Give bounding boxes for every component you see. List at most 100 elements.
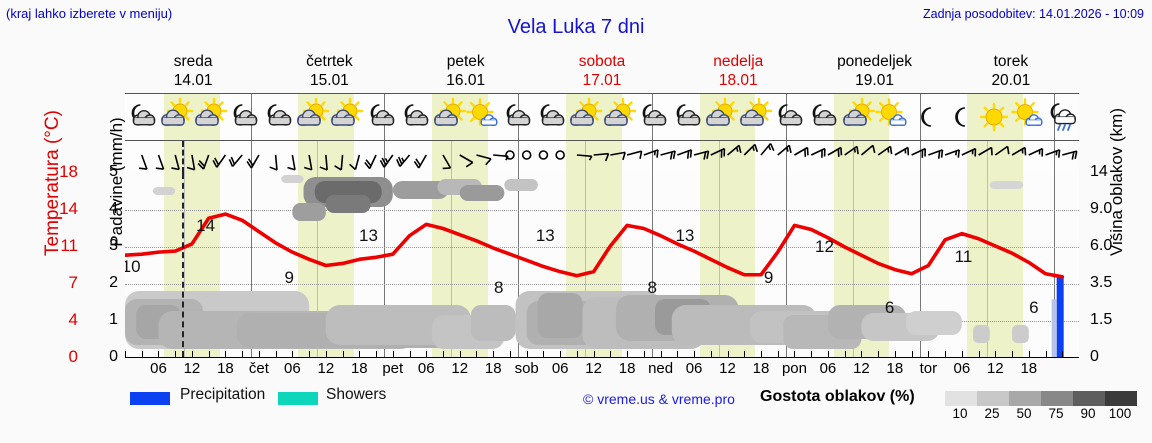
sun-cloud-icon [735,97,775,137]
day-name: četrtek [306,53,353,70]
day-name: ponedeljek [837,53,913,70]
cloud-scale-step-5 [1105,391,1137,406]
temperature-label-5: 13 [535,226,555,246]
moon-cloud-icon [803,97,843,137]
x-tick-25: 12 [986,360,1004,377]
x-tick-23: tor [919,360,938,377]
precipitation-tick-1: 4 [109,200,118,217]
x-tick-1: 12 [183,360,201,377]
day-date: 17.01 [582,72,622,89]
cloud-density-scale [945,391,1137,406]
x-tick-26: 18 [1020,360,1038,377]
cloud-height-tick-4: 1.5 [1090,311,1113,328]
temperature-curve [125,212,1065,279]
cloud-height-tick-5: 0 [1090,348,1099,365]
x-tick-16: 06 [685,360,703,377]
temperature-label-6: 8 [647,277,657,297]
x-tick-24: 06 [953,360,971,377]
sun-cloud-icon [292,97,332,137]
day-header-5: ponedeljek 19.01 [806,52,942,92]
hour-gridline-5 [853,141,855,173]
precipitation-tick-4: 1 [109,311,118,328]
sun-small-cloud-icon [872,97,912,137]
forecast-graph[interactable]: 10 14 9 13 8 13 8 13 9 12 6 11 6 [125,173,1079,358]
x-tick-2: 18 [217,360,234,377]
x-tick-8: 06 [417,360,435,377]
cloud-scale-step-1 [977,391,1009,406]
sun-cloud-icon [156,97,196,137]
day-date: 15.01 [310,72,349,89]
sun-icon [974,97,1014,137]
day-name: petek [446,53,485,70]
sun-small-cloud-icon [1008,97,1048,137]
day-name: sobota [578,53,626,70]
day-separator-3 [518,173,520,357]
x-tick-4: 06 [284,360,301,377]
day-separator-7 [1053,141,1055,173]
day-separator-2 [384,173,386,357]
x-tick-20: 06 [819,360,837,377]
y-gridline-1 [125,284,1079,285]
hour-gridline-0 [183,141,185,173]
moon-cloud-icon [667,97,707,137]
daylight-band-3 [565,141,622,173]
cloud-scale-step-2 [1009,391,1041,406]
hour-gridline-2 [451,173,453,357]
hour-gridline-6 [986,141,988,173]
moon-cloud-icon [633,97,673,137]
hour-gridline-1 [317,173,319,357]
x-tick-15: ned [648,360,674,377]
x-tick-13: 12 [585,360,602,377]
precipitation-tick-2: 3 [109,237,118,254]
day-header-row: sreda 14.01 četrtek 15.01 petek 16.01 sobota 17… [125,52,1079,92]
x-tick-18: 18 [752,360,770,377]
day-date: 19.01 [855,72,894,89]
x-tick-9: 12 [451,360,469,377]
temperature-tick-4: 4 [68,310,78,329]
menu-hint-text: (kraj lahko izberete v meniju) [6,6,173,21]
wind-barbs [139,142,1078,171]
x-tick-17: 12 [719,360,736,377]
x-tick-7: pet [382,360,404,377]
showers-legend-swatch [278,392,318,405]
day-separator-6 [920,94,921,140]
temperature-label-7: 13 [675,226,695,246]
moon-cloud-icon [224,97,264,137]
moon-cloud-icon [769,97,809,137]
moon-cloud-icon [361,97,401,137]
day-date: 18.01 [718,72,758,89]
temperature-tick-5: 0 [68,347,78,366]
showers-legend-label: Showers [326,386,387,403]
legend-row: Precipitation Showers [0,386,1152,426]
day-header-2: petek 16.01 [398,52,534,92]
day-date: 16.01 [446,72,486,89]
day-separator-6 [920,141,921,173]
moon-cloud-icon [531,97,571,137]
x-axis-ticks [125,351,1079,357]
x-tick-11: sob [514,360,539,377]
current-time-marker [181,173,184,357]
copyright-link[interactable]: © vreme.us & vreme.pro [583,391,735,407]
daylight-band-5 [833,141,890,173]
sun-cloud-icon [190,97,230,137]
day-separator-5 [786,141,788,173]
temperature-tick-0: 18 [59,162,78,181]
day-separator-4 [652,173,654,357]
cloud-height-tick-3: 3.5 [1090,274,1113,291]
moon-cloud-icon [395,97,435,137]
hour-gridline-3 [585,173,587,357]
day-date: 20.01 [991,72,1031,89]
day-name: torek [993,53,1029,70]
temperature-tick-1: 14 [59,199,78,218]
cloud-density-field [125,175,1029,349]
page-title: Vela Luka 7 dni [507,16,645,38]
moon-icon [906,97,946,137]
sun-small-cloud-icon [463,97,503,137]
moon-cloud-rain-icon [1042,97,1079,137]
temperature-label-10: 6 [884,298,895,318]
x-tick-5: 12 [317,360,335,377]
temperature-label-4: 8 [493,277,504,297]
y-gridline-3 [125,210,1079,211]
hour-gridline-6 [986,173,988,357]
x-tick-21: 12 [853,360,870,377]
